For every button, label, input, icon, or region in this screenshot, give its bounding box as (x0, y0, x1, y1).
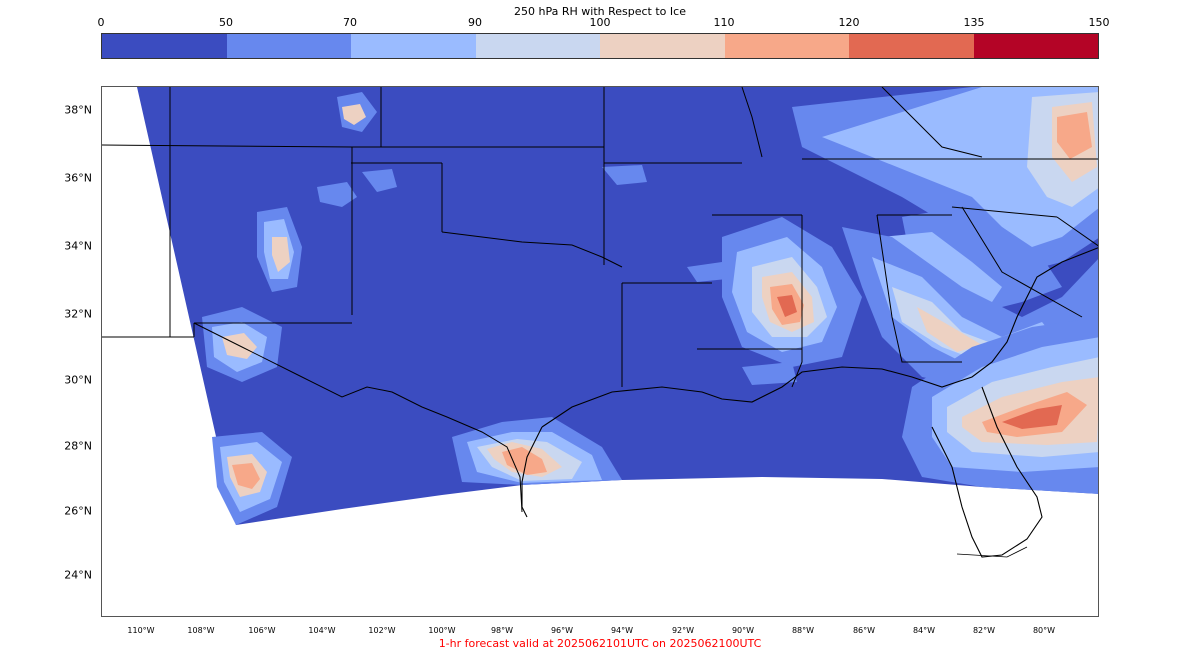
lat-label: 26°N (64, 504, 92, 518)
lat-label: 28°N (64, 439, 92, 453)
lon-label: 84°W (912, 626, 936, 635)
colorbar-swatch (724, 34, 849, 58)
lon-label: 86°W (852, 626, 876, 635)
lon-label: 98°W (490, 626, 514, 635)
lon-label: 82°W (972, 626, 996, 635)
colorbar-tick: 120 (838, 16, 860, 29)
colorbar-tick: 50 (219, 16, 233, 29)
colorbar-swatch (849, 34, 974, 58)
map-panel (101, 86, 1099, 617)
lon-label: 102°W (368, 626, 396, 635)
lat-label: 24°N (64, 568, 92, 582)
colorbar-tick: 150 (1088, 16, 1110, 29)
lon-label: 90°W (731, 626, 755, 635)
colorbar-tick: 110 (713, 16, 735, 29)
map-svg (102, 87, 1098, 558)
rh-contours (202, 87, 1098, 525)
lon-label: 104°W (308, 626, 336, 635)
lon-label: 88°W (791, 626, 815, 635)
forecast-valid-text: 1-hr forecast valid at 2025062101UTC on … (438, 637, 762, 650)
colorbar-title: 250 hPa RH with Respect to Ice (514, 5, 686, 18)
rio-grande (193, 322, 523, 513)
colorbar-tick: 90 (468, 16, 482, 29)
lat-label: 38°N (64, 103, 92, 117)
data-domain (137, 87, 1098, 525)
coastline (521, 247, 1098, 558)
lat-label: 34°N (64, 239, 92, 253)
lon-label: 108°W (187, 626, 215, 635)
lon-label: 110°W (127, 626, 155, 635)
lon-label: 100°W (428, 626, 456, 635)
colorbar (101, 33, 1099, 59)
lat-label: 36°N (64, 171, 92, 185)
state-borders (102, 87, 1098, 388)
colorbar-swatch (600, 34, 725, 58)
colorbar-tick-labels: 0 50 70 90 100 110 120 135 150 (97, 16, 1110, 30)
lon-label: 80°W (1032, 626, 1056, 635)
colorbar-swatch (351, 34, 476, 58)
colorbar-swatch (475, 34, 600, 58)
lon-label: 106°W (248, 626, 276, 635)
lat-label: 32°N (64, 307, 92, 321)
colorbar-tick: 100 (589, 16, 611, 29)
lon-label: 92°W (671, 626, 695, 635)
colorbar-tick: 135 (963, 16, 985, 29)
lat-label: 30°N (64, 373, 92, 387)
colorbar-tick: 70 (343, 16, 357, 29)
colorbar-swatch (226, 34, 351, 58)
lon-label: 96°W (550, 626, 574, 635)
lon-label: 94°W (610, 626, 634, 635)
colorbar-swatch (973, 34, 1098, 58)
colorbar-swatch (102, 34, 227, 58)
colorbar-tick: 0 (97, 16, 105, 29)
